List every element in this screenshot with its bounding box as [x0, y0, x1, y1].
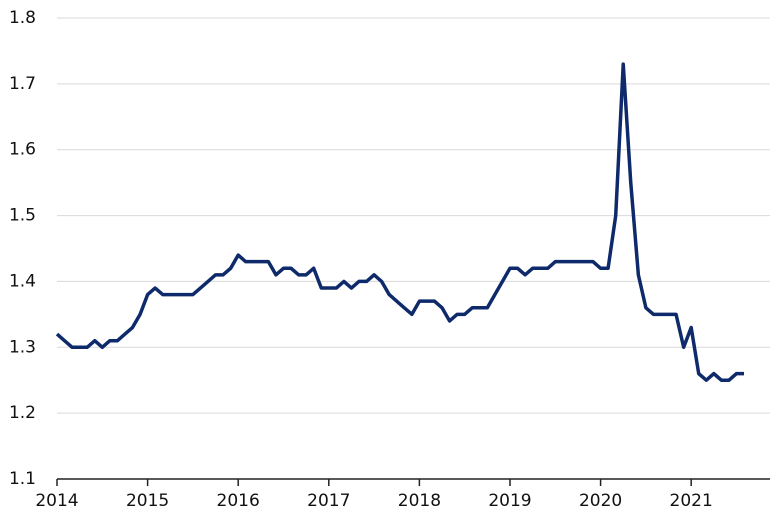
- y-tick-label: 1.8: [9, 8, 36, 28]
- y-tick-label: 1.7: [9, 74, 36, 94]
- data-line: [55, 62, 744, 382]
- x-tick-label: 2018: [398, 491, 441, 511]
- y-tick-label: 1.5: [9, 206, 36, 226]
- y-tick-label: 1.6: [9, 140, 36, 160]
- x-tick-label: 2020: [579, 491, 622, 511]
- x-tick-label: 2021: [670, 491, 713, 511]
- x-tick-label: 2017: [307, 491, 350, 511]
- y-tick-label: 1.4: [9, 271, 36, 291]
- y-tick-label: 1.1: [9, 469, 36, 489]
- y-tick-label: 1.2: [9, 403, 36, 423]
- x-tick-label: 2014: [35, 491, 78, 511]
- x-tick-label: 2019: [488, 491, 531, 511]
- x-tick-label: 2015: [126, 491, 169, 511]
- y-tick-label: 1.3: [9, 337, 36, 357]
- x-tick-label: 2016: [217, 491, 260, 511]
